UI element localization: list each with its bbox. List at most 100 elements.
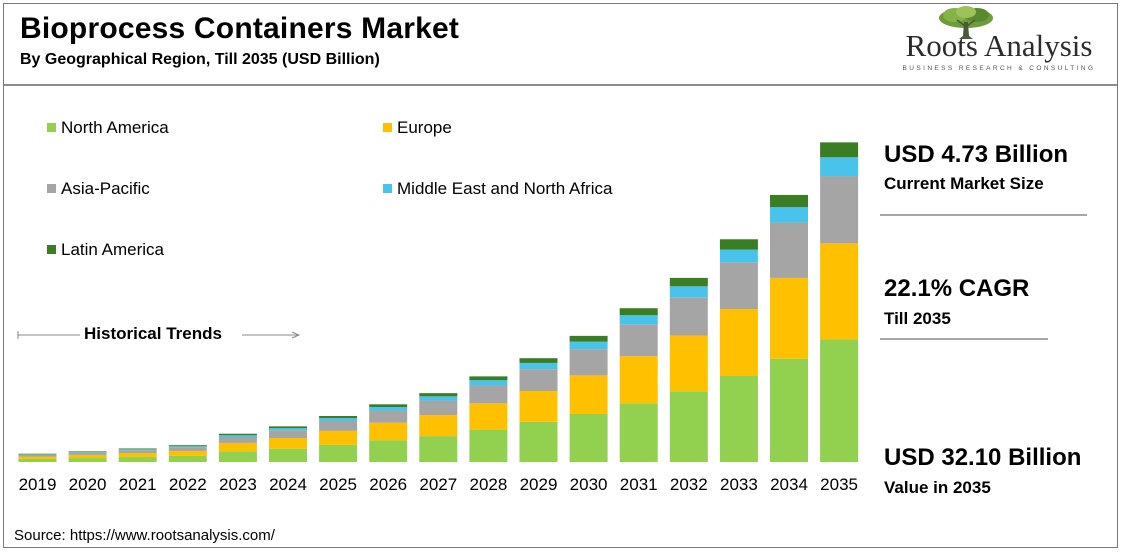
bar-segment-latin-america-2028 — [469, 376, 508, 381]
legend-swatch — [383, 184, 392, 193]
bar-segment-middle-east-and-north-africa-2030 — [569, 341, 608, 350]
bar-stack-2021 — [118, 448, 157, 462]
bar-segment-europe-2034 — [770, 277, 808, 359]
bar-segment-middle-east-and-north-africa-2021 — [118, 449, 157, 451]
bar-stack-2033 — [719, 239, 758, 462]
bar-segment-asia-pacific-2026 — [369, 410, 408, 423]
bar-stack-2023 — [218, 433, 257, 462]
bar-stack-2029 — [519, 358, 558, 462]
bar-segment-asia-pacific-2022 — [168, 447, 207, 451]
bar-segment-latin-america-2033 — [719, 239, 758, 250]
tree-icon — [939, 6, 993, 39]
bar-segment-north-america-2019 — [18, 458, 57, 462]
bar-segment-latin-america-2019 — [18, 453, 57, 455]
bar-segment-latin-america-2029 — [519, 358, 558, 363]
bar-segment-asia-pacific-2021 — [118, 450, 157, 454]
bar-segment-middle-east-and-north-africa-2027 — [419, 396, 458, 401]
bar-segment-europe-2021 — [118, 453, 157, 457]
bar-segment-north-america-2021 — [118, 456, 157, 462]
bar-segment-north-america-2028 — [469, 429, 508, 462]
x-tick-label: 2023 — [219, 475, 257, 494]
x-tick-label: 2021 — [119, 475, 157, 494]
bar-segment-asia-pacific-2019 — [18, 454, 57, 457]
legend-item-latin-america: Latin America — [47, 240, 164, 260]
cagr-value: 22.1% CAGR — [884, 275, 1030, 302]
bar-segment-europe-2035 — [820, 243, 859, 340]
bar-segment-asia-pacific-2035 — [820, 176, 859, 244]
bar-segment-middle-east-and-north-africa-2023 — [218, 435, 257, 438]
x-tick-label: 2027 — [419, 475, 457, 494]
bar-stack-2031 — [619, 308, 658, 462]
bar-segment-middle-east-and-north-africa-2033 — [719, 249, 758, 263]
x-tick-label: 2028 — [469, 475, 507, 494]
bar-segment-latin-america-2035 — [820, 142, 859, 158]
bar-segment-north-america-2030 — [569, 414, 608, 462]
bar-segment-europe-2019 — [18, 456, 57, 459]
bar-segment-middle-east-and-north-africa-2022 — [168, 446, 207, 448]
bar-segment-asia-pacific-2023 — [218, 437, 257, 443]
bar-stack-2026 — [369, 404, 408, 462]
bar-segment-middle-east-and-north-africa-2035 — [820, 157, 859, 177]
x-tick-label: 2032 — [670, 475, 708, 494]
bar-segment-middle-east-and-north-africa-2029 — [519, 362, 558, 370]
bar-segment-north-america-2035 — [820, 339, 859, 462]
bar-segment-europe-2031 — [619, 356, 658, 404]
bar-segment-asia-pacific-2027 — [419, 400, 458, 416]
bar-segment-latin-america-2023 — [218, 433, 257, 436]
legend-label: Latin America — [61, 240, 164, 259]
bar-segment-north-america-2034 — [770, 358, 808, 462]
bar-segment-europe-2024 — [269, 438, 307, 449]
bar-stack-2025 — [319, 415, 358, 462]
x-tick-label: 2031 — [620, 475, 658, 494]
bar-segment-asia-pacific-2033 — [719, 262, 758, 310]
bar-segment-north-america-2025 — [319, 444, 358, 462]
market-value-2035-value: USD 32.10 Billion — [884, 444, 1082, 471]
bar-segment-middle-east-and-north-africa-2026 — [369, 406, 408, 411]
current-market-size-value: USD 4.73 Billion — [884, 141, 1069, 168]
bar-stack-2022 — [168, 445, 207, 462]
stat-divider — [880, 214, 1087, 216]
stat-divider — [880, 338, 1048, 340]
bar-segment-europe-2023 — [218, 442, 257, 452]
bar-segment-latin-america-2026 — [369, 404, 408, 407]
bar-segment-latin-america-2027 — [419, 393, 458, 397]
bar-segment-north-america-2032 — [669, 391, 708, 462]
x-tick-label: 2026 — [369, 475, 407, 494]
bar-segment-asia-pacific-2024 — [269, 430, 307, 438]
bar-segment-north-america-2027 — [419, 436, 458, 462]
bar-segment-europe-2027 — [419, 415, 458, 437]
legend-swatch — [47, 245, 56, 254]
bar-segment-north-america-2031 — [619, 403, 658, 462]
bar-segment-middle-east-and-north-africa-2019 — [18, 454, 57, 455]
bar-segment-asia-pacific-2031 — [619, 324, 658, 357]
market-value-2035-label: Value in 2035 — [884, 478, 991, 497]
bar-segment-asia-pacific-2028 — [469, 385, 508, 404]
x-tick-label: 2025 — [319, 475, 357, 494]
x-tick-label: 2020 — [69, 475, 107, 494]
bar-segment-north-america-2033 — [719, 375, 758, 462]
legend-label: Europe — [397, 118, 452, 137]
bar-segment-middle-east-and-north-africa-2025 — [319, 418, 358, 422]
bar-segment-middle-east-and-north-africa-2028 — [469, 380, 508, 386]
bar-stack-2028 — [469, 376, 508, 462]
bar-segment-europe-2033 — [719, 309, 758, 376]
page-title: Bioprocess Containers Market — [20, 12, 460, 45]
x-tick-label: 2030 — [570, 475, 608, 494]
bar-stack-2030 — [569, 335, 608, 462]
bar-segment-latin-america-2022 — [168, 445, 207, 447]
legend-item-europe: Europe — [383, 118, 452, 138]
historical-trends-label: Historical Trends — [84, 324, 222, 343]
bar-segment-europe-2029 — [519, 390, 558, 422]
legend-label: Middle East and North Africa — [397, 179, 613, 198]
legend-label: Asia-Pacific — [61, 179, 150, 198]
bar-segment-latin-america-2021 — [118, 448, 157, 450]
current-market-size-label: Current Market Size — [884, 174, 1044, 193]
chart-frame — [3, 3, 1118, 548]
x-tick-label: 2029 — [520, 475, 558, 494]
bar-segment-asia-pacific-2025 — [319, 421, 358, 431]
legend-swatch — [47, 123, 56, 132]
header-divider — [4, 84, 1117, 86]
bar-segment-middle-east-and-north-africa-2034 — [770, 207, 808, 223]
logo-tagline: BUSINESS RESEARCH & CONSULTING — [902, 65, 1096, 72]
bar-segment-europe-2028 — [469, 403, 508, 430]
